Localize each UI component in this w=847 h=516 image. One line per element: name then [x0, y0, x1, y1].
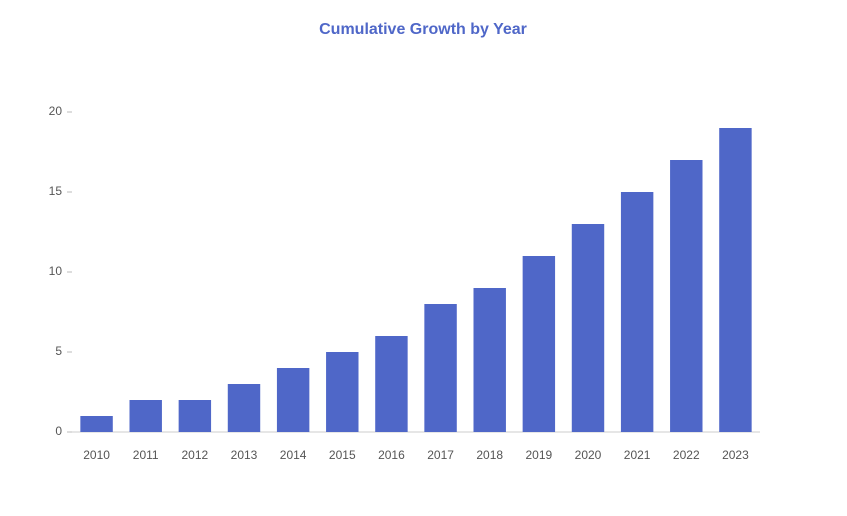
bar [375, 336, 408, 432]
y-tick-label: 5 [55, 344, 62, 358]
bar [276, 368, 310, 432]
y-tick-label: 15 [49, 184, 63, 198]
bar [522, 256, 556, 432]
x-tick-label: 2011 [133, 448, 159, 462]
bar [424, 304, 457, 432]
x-tick-label: 2022 [673, 448, 700, 462]
y-tick-label: 10 [49, 264, 63, 278]
x-tick-label: 2015 [329, 448, 356, 462]
bar [620, 192, 654, 432]
x-tick-label: 2014 [280, 448, 307, 462]
x-tick-label: 2019 [526, 448, 553, 462]
chart-title: Cumulative Growth by Year [319, 21, 527, 38]
x-tick-label: 2018 [476, 448, 503, 462]
bar [227, 384, 261, 432]
y-tick-label: 0 [55, 424, 62, 438]
bar [129, 400, 162, 432]
x-tick-label: 2017 [427, 448, 454, 462]
x-tick-label: 2013 [231, 448, 258, 462]
x-tick-label: 2012 [182, 448, 209, 462]
bar [670, 160, 703, 432]
x-tick-label: 2021 [624, 448, 651, 462]
bar [719, 128, 752, 432]
bar [326, 352, 359, 432]
x-tick-label: 2023 [722, 448, 749, 462]
x-tick-label: 2020 [575, 448, 602, 462]
bar [178, 400, 212, 432]
bar [80, 416, 113, 432]
bar [473, 288, 506, 432]
y-tick-label: 20 [49, 104, 63, 118]
bar [571, 224, 605, 432]
x-tick-label: 2016 [378, 448, 405, 462]
x-tick-label: 2010 [83, 448, 110, 462]
